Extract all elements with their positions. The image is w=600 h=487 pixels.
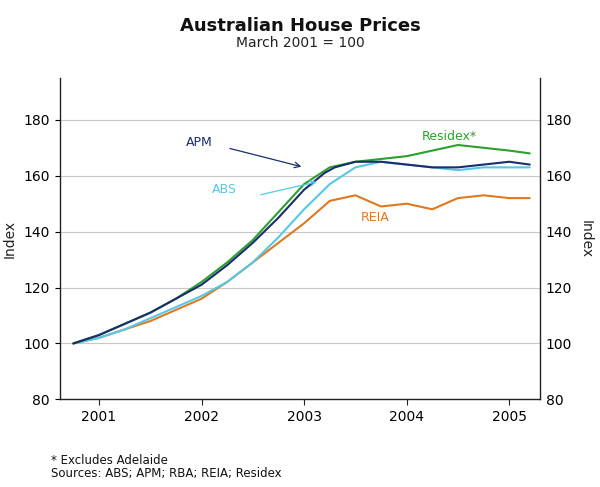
Text: Australian House Prices: Australian House Prices [179,17,421,35]
Text: ABS: ABS [212,183,236,196]
Text: REIA: REIA [361,211,389,224]
Text: * Excludes Adelaide: * Excludes Adelaide [51,454,168,467]
Text: Sources: ABS; APM; RBA; REIA; Residex: Sources: ABS; APM; RBA; REIA; Residex [51,467,281,480]
Text: Residex*: Residex* [422,130,477,143]
Y-axis label: Index: Index [2,220,16,258]
Title: March 2001 = 100: March 2001 = 100 [236,37,364,50]
Y-axis label: Index: Index [579,220,593,258]
Text: APM: APM [186,136,213,149]
